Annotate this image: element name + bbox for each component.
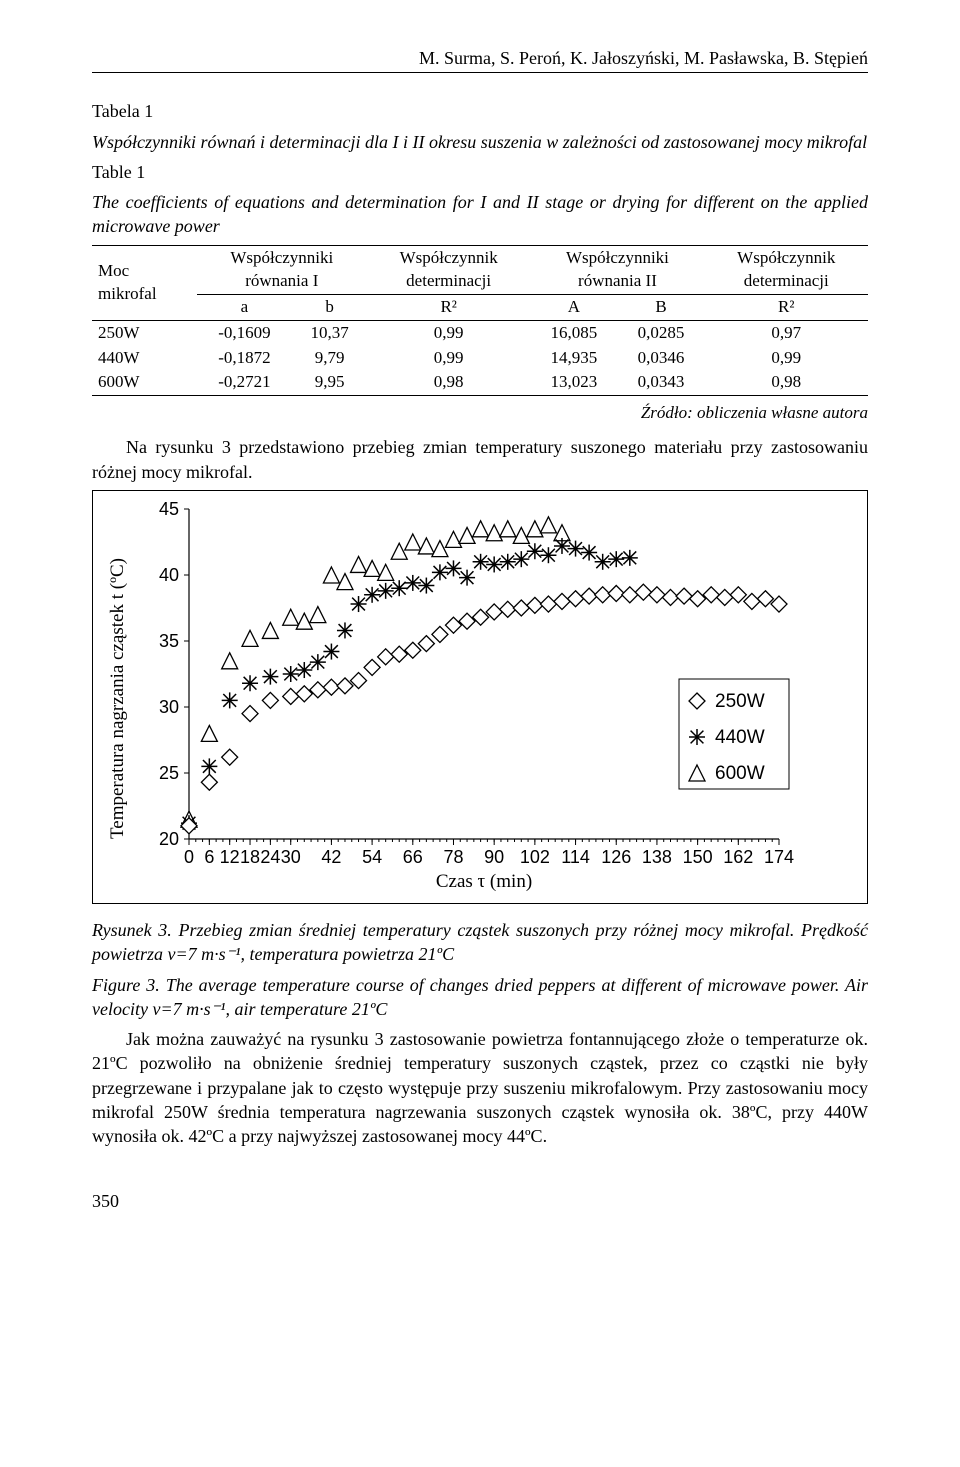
svg-text:0: 0 (184, 847, 194, 867)
table-cell: 0,99 (705, 346, 868, 371)
table-cell: -0,1872 (197, 346, 293, 371)
table-cell: -0,2721 (197, 370, 293, 395)
table-cell: 0,98 (705, 370, 868, 395)
th-B: B (617, 294, 704, 320)
table-cell: 14,935 (530, 346, 617, 371)
svg-text:20: 20 (159, 829, 179, 849)
table-cell: 440W (92, 346, 197, 371)
svg-text:114: 114 (561, 847, 590, 867)
table-cell: 0,97 (705, 320, 868, 345)
page-number: 350 (92, 1189, 868, 1213)
svg-text:12: 12 (219, 847, 239, 867)
table-cell: 13,023 (530, 370, 617, 395)
table-body: 250W-0,160910,370,9916,0850,02850,97440W… (92, 320, 868, 396)
table-cell: 0,99 (367, 346, 530, 371)
table-caption-pl-body: Współczynniki równań i determinacji dla … (92, 130, 868, 154)
table-row: 600W-0,27219,950,9813,0230,03430,98 (92, 370, 868, 395)
svg-text:42: 42 (321, 847, 341, 867)
th-group-det1: Współczynnikdeterminacji (367, 245, 530, 294)
coefficients-table: Mocmikrofal Współczynnikirównania I Wspó… (92, 245, 868, 397)
svg-text:66: 66 (402, 847, 422, 867)
scatter-chart: 2025303540450612182430425466789010211412… (133, 499, 823, 899)
svg-text:162: 162 (723, 847, 753, 867)
table-cell: 16,085 (530, 320, 617, 345)
table-cell: 0,98 (367, 370, 530, 395)
table-source: Źródło: obliczenia własne autora (92, 402, 868, 425)
table-row: 440W-0,18729,790,9914,9350,03460,99 (92, 346, 868, 371)
svg-text:126: 126 (601, 847, 631, 867)
th-power: Mocmikrofal (92, 245, 197, 320)
th-group-eq2: Współczynnikirównania II (530, 245, 704, 294)
svg-text:90: 90 (484, 847, 504, 867)
table-cell: 600W (92, 370, 197, 395)
table-caption-pl-title: Tabela 1 (92, 99, 868, 123)
svg-text:138: 138 (642, 847, 672, 867)
th-r2: R² (705, 294, 868, 320)
svg-text:45: 45 (159, 499, 179, 519)
th-r1: R² (367, 294, 530, 320)
table-caption-en-body: The coefficients of equations and determ… (92, 190, 868, 239)
table-cell: 0,99 (367, 320, 530, 345)
svg-text:35: 35 (159, 631, 179, 651)
table-cell: 9,95 (292, 370, 367, 395)
table-cell: 0,0346 (617, 346, 704, 371)
th-group-eq1: Współczynnikirównania I (197, 245, 367, 294)
paragraph-discussion: Jak można zauważyć na rysunku 3 zastosow… (92, 1027, 868, 1148)
table-cell: -0,1609 (197, 320, 293, 345)
table-caption-en-title: Table 1 (92, 160, 868, 184)
svg-text:102: 102 (519, 847, 549, 867)
svg-text:150: 150 (682, 847, 712, 867)
header-rule (92, 72, 868, 73)
paragraph-intro-fig3: Na rysunku 3 przedstawiono przebieg zmia… (92, 435, 868, 484)
svg-text:78: 78 (443, 847, 463, 867)
figure-caption-en: Figure 3. The average temperature course… (92, 973, 868, 1022)
svg-text:40: 40 (159, 565, 179, 585)
figure-caption-pl: Rysunek 3. Przebieg zmian średniej tempe… (92, 918, 868, 967)
svg-text:600W: 600W (715, 763, 765, 784)
chart-container: Temperatura nagrzania cząstek t (ºC) 20 2… (92, 490, 868, 904)
svg-text:30: 30 (159, 697, 179, 717)
table-row: 250W-0,160910,370,9916,0850,02850,97 (92, 320, 868, 345)
svg-text:440W: 440W (715, 727, 765, 748)
svg-text:6: 6 (204, 847, 214, 867)
svg-text:30: 30 (280, 847, 300, 867)
th-group-det2: Współczynnikdeterminacji (705, 245, 868, 294)
table-cell: 0,0343 (617, 370, 704, 395)
svg-text:18: 18 (240, 847, 260, 867)
th-a: a (197, 294, 293, 320)
page-header-authors: M. Surma, S. Peroń, K. Jałoszyński, M. P… (92, 46, 868, 70)
chart-ylabel: Temperatura nagrzania cząstek t (ºC) (103, 499, 133, 899)
table-cell: 250W (92, 320, 197, 345)
table-cell: 9,79 (292, 346, 367, 371)
svg-text:54: 54 (362, 847, 382, 867)
table-cell: 0,0285 (617, 320, 704, 345)
svg-text:250W: 250W (715, 691, 765, 712)
svg-text:25: 25 (159, 763, 179, 783)
table-cell: 10,37 (292, 320, 367, 345)
th-A: A (530, 294, 617, 320)
th-b: b (292, 294, 367, 320)
svg-text:Czas τ (min): Czas τ (min) (436, 871, 532, 892)
svg-text:174: 174 (764, 847, 794, 867)
svg-text:24: 24 (260, 847, 280, 867)
